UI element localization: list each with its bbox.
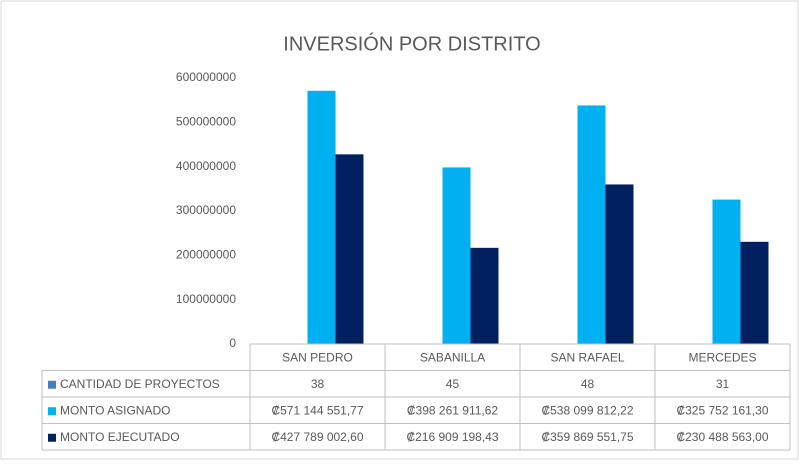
table-cell: ₡359 869 551,75: [541, 430, 633, 444]
y-tick-label: 0: [229, 336, 236, 350]
table-cell: 45: [446, 377, 460, 391]
bar: [606, 184, 634, 344]
table-cell: ₡571 144 551,77: [271, 403, 363, 417]
legend-label: MONTO ASIGNADO: [60, 403, 170, 417]
y-tick-label: 400000000: [176, 159, 236, 173]
bar: [336, 154, 364, 344]
chart-title: INVERSIÓN POR DISTRITO: [283, 32, 540, 55]
y-tick-label: 200000000: [176, 248, 236, 262]
table-cell: 48: [581, 377, 595, 391]
y-tick-label: 100000000: [176, 292, 236, 306]
table-cell: ₡216 909 198,43: [406, 430, 498, 444]
table-cell: 31: [716, 377, 730, 391]
legend-swatch: [48, 434, 56, 442]
table-cell: 38: [311, 377, 325, 391]
legend-label: MONTO EJECUTADO: [60, 430, 180, 444]
y-tick-label: 600000000: [176, 70, 236, 84]
legend-swatch: [48, 381, 56, 389]
bar: [471, 248, 499, 344]
bar: [713, 200, 741, 344]
x-tick-label: SABANILLA: [420, 350, 485, 364]
x-tick-label: MERCEDES: [688, 350, 756, 364]
legend-swatch: [48, 407, 56, 415]
bar: [308, 91, 336, 344]
table-cell: ₡398 261 911,62: [407, 403, 499, 417]
bar: [578, 105, 606, 344]
bar: [741, 242, 769, 344]
table-cell: ₡538 099 812,22: [541, 403, 633, 417]
table-cell: ₡427 789 002,60: [271, 430, 363, 444]
bar: [443, 167, 471, 344]
x-tick-label: SAN PEDRO: [282, 350, 353, 364]
table-cell: ₡230 488 563,00: [676, 430, 768, 444]
y-tick-label: 500000000: [176, 115, 236, 129]
y-tick-label: 300000000: [176, 203, 236, 217]
x-tick-label: SAN RAFAEL: [550, 350, 624, 364]
legend-label: CANTIDAD DE PROYECTOS: [60, 377, 220, 391]
table-cell: ₡325 752 161,30: [676, 403, 768, 417]
